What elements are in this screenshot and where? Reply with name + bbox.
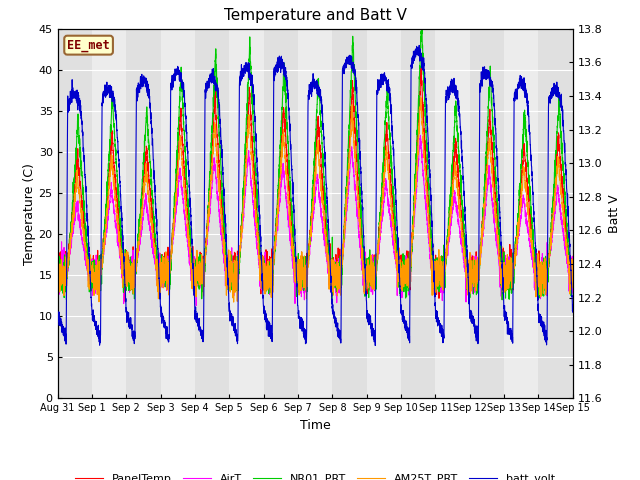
batt_volt: [415, 43, 423, 48]
AirT: [54, 282, 61, 288]
batt_volt: [431, 285, 438, 290]
batt_volt: [147, 103, 154, 108]
NR01_PRT: [431, 283, 438, 289]
AirT: [569, 290, 577, 296]
NR01_PRT: [402, 257, 410, 263]
Title: Temperature and Batt V: Temperature and Batt V: [224, 9, 406, 24]
Bar: [435, 29, 470, 398]
AirT: [296, 290, 303, 296]
batt_volt: [54, 316, 61, 322]
AirT: [417, 132, 424, 138]
AirT: [431, 280, 438, 286]
batt_volt: [569, 310, 577, 315]
NR01_PRT: [328, 299, 336, 305]
NR01_PRT: [147, 158, 154, 164]
Bar: [161, 29, 195, 398]
AM25T_PRT: [230, 299, 237, 305]
Bar: [92, 29, 126, 398]
PanelTemp: [147, 194, 154, 200]
NR01_PRT: [568, 273, 576, 278]
Line: batt_volt: batt_volt: [58, 46, 573, 346]
AM25T_PRT: [417, 95, 425, 100]
Line: NR01_PRT: NR01_PRT: [58, 29, 573, 302]
AM25T_PRT: [54, 262, 61, 267]
PanelTemp: [54, 267, 61, 273]
AM25T_PRT: [431, 271, 438, 276]
batt_volt: [371, 343, 379, 348]
batt_volt: [568, 300, 576, 305]
Bar: [504, 29, 538, 398]
Bar: [195, 29, 229, 398]
PanelTemp: [121, 299, 129, 304]
AirT: [568, 254, 576, 260]
Bar: [229, 29, 264, 398]
batt_volt: [460, 184, 468, 190]
AM25T_PRT: [296, 274, 303, 280]
Y-axis label: Batt V: Batt V: [608, 194, 621, 233]
AM25T_PRT: [402, 276, 410, 281]
Bar: [470, 29, 504, 398]
Bar: [126, 29, 161, 398]
Text: EE_met: EE_met: [67, 39, 110, 52]
NR01_PRT: [417, 26, 425, 32]
Bar: [367, 29, 401, 398]
Bar: [538, 29, 573, 398]
Line: AM25T_PRT: AM25T_PRT: [58, 97, 573, 302]
Bar: [58, 29, 92, 398]
AirT: [193, 302, 200, 308]
AM25T_PRT: [147, 207, 154, 213]
AM25T_PRT: [568, 263, 576, 269]
PanelTemp: [569, 273, 577, 279]
Bar: [401, 29, 435, 398]
batt_volt: [296, 316, 303, 322]
AirT: [460, 257, 468, 263]
PanelTemp: [296, 275, 303, 281]
PanelTemp: [402, 267, 410, 273]
Line: PanelTemp: PanelTemp: [58, 68, 573, 301]
PanelTemp: [431, 273, 438, 278]
Bar: [264, 29, 298, 398]
X-axis label: Time: Time: [300, 419, 331, 432]
Legend: PanelTemp, AirT, NR01_PRT, AM25T_PRT, batt_volt: PanelTemp, AirT, NR01_PRT, AM25T_PRT, ba…: [71, 469, 559, 480]
PanelTemp: [417, 65, 425, 71]
AM25T_PRT: [569, 258, 577, 264]
AirT: [402, 274, 410, 280]
AirT: [147, 224, 154, 230]
Bar: [332, 29, 367, 398]
Line: AirT: AirT: [58, 135, 573, 305]
PanelTemp: [460, 238, 468, 244]
Bar: [298, 29, 332, 398]
NR01_PRT: [296, 279, 303, 285]
PanelTemp: [568, 265, 576, 271]
batt_volt: [402, 323, 410, 328]
AM25T_PRT: [460, 244, 468, 250]
NR01_PRT: [569, 283, 577, 289]
NR01_PRT: [54, 285, 61, 290]
NR01_PRT: [460, 226, 468, 232]
Y-axis label: Temperature (C): Temperature (C): [23, 163, 36, 264]
